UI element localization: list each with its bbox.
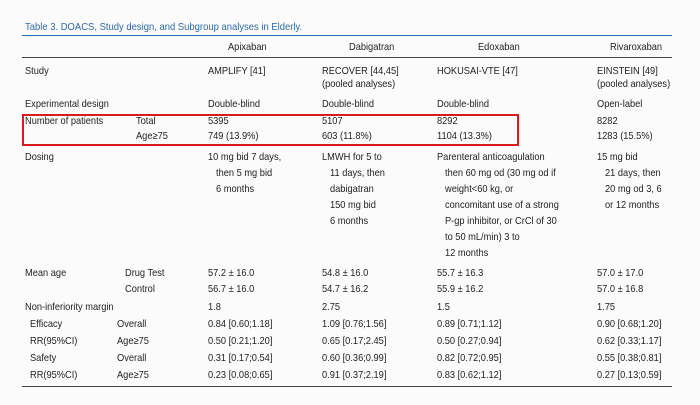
patients-age-dabigatran: 603 (11.8%) — [322, 131, 372, 142]
study-rivaroxaban-line2: (pooled analyses) — [597, 79, 671, 90]
safety-age-dabigatran: 0.91 [0.37;2.19] — [322, 370, 387, 381]
row-label-efficacy: Efficacy — [30, 319, 63, 330]
safety-overall-rivaroxaban: 0.55 [0.38;0.81] — [597, 353, 662, 364]
efficacy-overall-rivaroxaban: 0.90 [0.68;1.20] — [597, 319, 662, 330]
study-apixaban: AMPLIFY [41] — [208, 66, 266, 77]
efficacy-age-rivaroxaban: 0.62 [0.33;1.17] — [597, 336, 662, 347]
safety-age-label: Age≥75 — [117, 370, 149, 381]
safety-age-apixaban: 0.23 [0.08;0.65] — [208, 370, 273, 381]
efficacy-age-label: Age≥75 — [117, 336, 149, 347]
patients-total-apixaban: 5395 — [208, 116, 229, 127]
header-edoxaban: Edoxaban — [478, 42, 520, 53]
patients-age-label: Age≥75 — [136, 131, 168, 142]
patients-total-edoxaban: 8292 — [437, 116, 458, 127]
row-label-mean-age: Mean age — [25, 268, 67, 279]
dosing-rivaroxaban-line3: 20 mg od 3, 6 — [605, 184, 662, 195]
dosing-rivaroxaban-line2: 21 days, then — [605, 168, 661, 179]
row-label-dosing: Dosing — [25, 152, 54, 163]
mean-age-drug-rivaroxaban: 57.0 ± 17.0 — [597, 268, 644, 279]
patients-age-edoxaban: 1104 (13.3%) — [437, 131, 492, 142]
header-dabigatran: Dabigatran — [349, 42, 395, 53]
efficacy-overall-label: Overall — [117, 319, 147, 330]
margin-apixaban: 1.8 — [208, 302, 221, 313]
mean-age-control-label: Control — [125, 284, 155, 295]
patients-age-apixaban: 749 (13.9%) — [208, 131, 259, 142]
dosing-apixaban-line2: then 5 mg bid — [216, 168, 273, 179]
efficacy-age-apixaban: 0.50 [0.21;1.20] — [208, 336, 273, 347]
study-edoxaban: HOKUSAI-VTE [47] — [437, 66, 518, 77]
header-rule — [22, 57, 672, 58]
patients-age-rivaroxaban: 1283 (15.5%) — [597, 131, 653, 142]
mean-age-control-dabigatran: 54.7 ± 16.2 — [322, 284, 369, 295]
row-label-design: Experimental design — [25, 99, 109, 110]
dosing-edoxaban-line6: to 50 mL/min) 3 to — [445, 232, 520, 243]
efficacy-overall-edoxaban: 0.89 [0.71;1.12] — [437, 319, 502, 330]
dosing-edoxaban-line4: concomitant use of a strong — [445, 200, 559, 211]
caption-rule — [22, 35, 672, 36]
dosing-edoxaban-line1: Parenteral anticoagulation — [437, 152, 545, 163]
header-apixaban: Apixaban — [228, 42, 267, 53]
row-label-patients: Number of patients — [25, 116, 104, 127]
dosing-dabigatran-line1: LMWH for 5 to — [322, 152, 382, 163]
dosing-edoxaban-line2: then 60 mg od (30 mg od if — [445, 168, 556, 179]
dosing-apixaban-line3: 6 months — [216, 184, 255, 195]
margin-rivaroxaban: 1.75 — [597, 302, 616, 313]
margin-dabigatran: 2.75 — [322, 302, 341, 313]
safety-overall-dabigatran: 0.60 [0.36;0.99] — [322, 353, 387, 364]
dosing-dabigatran-line4: 150 mg bid — [330, 200, 376, 211]
study-rivaroxaban-line1: EINSTEIN [49] — [597, 66, 658, 77]
design-rivaroxaban: Open-label — [597, 99, 643, 110]
dosing-dabigatran-line5: 6 months — [330, 216, 369, 227]
dosing-dabigatran-line2: 11 days, then — [330, 168, 385, 179]
efficacy-age-dabigatran: 0.65 [0.17;2.45] — [322, 336, 387, 347]
design-apixaban: Double-blind — [208, 99, 261, 110]
highlight-box — [22, 114, 519, 146]
patients-total-rivaroxaban: 8282 — [597, 116, 618, 127]
dosing-rivaroxaban-line4: or 12 months — [605, 200, 660, 211]
row-label-safety: Safety — [30, 353, 57, 364]
mean-age-control-edoxaban: 55.9 ± 16.2 — [437, 284, 484, 295]
design-edoxaban: Double-blind — [437, 99, 490, 110]
table-caption: Table 3. DOACS, Study design, and Subgro… — [25, 21, 303, 33]
mean-age-drug-label: Drug Test — [125, 268, 165, 279]
safety-age-rivaroxaban: 0.27 [0.13;0.59] — [597, 370, 662, 381]
dosing-rivaroxaban-line1: 15 mg bid — [597, 152, 638, 163]
mean-age-drug-apixaban: 57.2 ± 16.0 — [208, 268, 255, 279]
patients-total-label: Total — [136, 116, 156, 127]
dosing-apixaban-line1: 10 mg bid 7 days, — [208, 152, 282, 163]
safety-overall-apixaban: 0.31 [0.17;0.54] — [208, 353, 273, 364]
header-rivaroxaban: Rivaroxaban — [610, 42, 663, 53]
dosing-dabigatran-line3: dabigatran — [330, 184, 374, 195]
patients-total-dabigatran: 5107 — [322, 116, 343, 127]
row-label-study: Study — [25, 66, 49, 77]
mean-age-control-rivaroxaban: 57.0 ± 16.8 — [597, 284, 644, 295]
safety-overall-edoxaban: 0.82 [0.72;0.95] — [437, 353, 502, 364]
study-dabigatran-line1: RECOVER [44,45] — [322, 66, 399, 77]
safety-rr-label: RR(95%CI) — [30, 370, 78, 381]
efficacy-overall-dabigatran: 1.09 [0.76;1.56] — [322, 319, 387, 330]
study-dabigatran-line2: (pooled analyses) — [322, 79, 396, 90]
design-dabigatran: Double-blind — [322, 99, 375, 110]
dosing-edoxaban-line3: weight<60 kg, or — [445, 184, 514, 195]
dosing-edoxaban-line5: P-gp inhibitor, or CrCl of 30 — [445, 216, 557, 227]
efficacy-rr-label: RR(95%CI) — [30, 336, 78, 347]
safety-age-edoxaban: 0.83 [0.62;1.12] — [437, 370, 502, 381]
row-label-margin: Non-inferiority margin — [25, 302, 114, 313]
safety-overall-label: Overall — [117, 353, 147, 364]
mean-age-drug-edoxaban: 55.7 ± 16.3 — [437, 268, 484, 279]
margin-edoxaban: 1.5 — [437, 302, 450, 313]
efficacy-age-edoxaban: 0.50 [0.27;0.94] — [437, 336, 502, 347]
dosing-edoxaban-line7: 12 months — [445, 248, 489, 259]
bottom-rule — [22, 386, 672, 387]
efficacy-overall-apixaban: 0.84 [0.60;1.18] — [208, 319, 273, 330]
mean-age-control-apixaban: 56.7 ± 16.0 — [208, 284, 255, 295]
mean-age-drug-dabigatran: 54.8 ± 16.0 — [322, 268, 369, 279]
